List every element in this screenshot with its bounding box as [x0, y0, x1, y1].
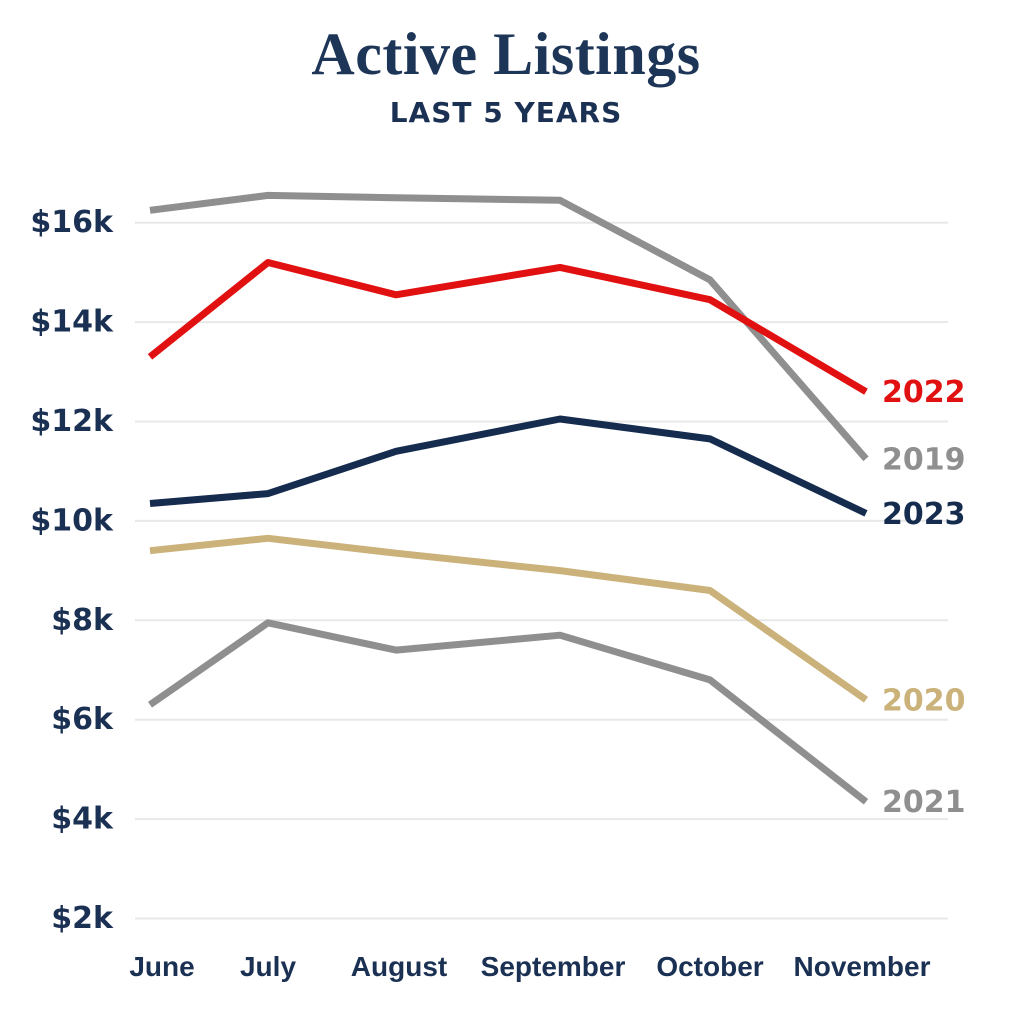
x-tick-label-june: June — [129, 951, 194, 982]
x-tick-label-november: November — [794, 951, 931, 982]
y-tick-label: $10k — [30, 503, 114, 538]
chart-subtitle: LAST 5 YEARS — [389, 96, 623, 129]
y-tick-label: $6k — [51, 702, 114, 737]
series-end-label-2021: 2021 — [882, 785, 966, 820]
series-end-label-2022: 2022 — [882, 375, 966, 410]
y-tick-label: $2k — [51, 901, 114, 936]
series-line-2020 — [149, 534, 869, 703]
y-tick-label: $4k — [51, 802, 114, 837]
series-line-2023 — [149, 415, 868, 517]
x-tick-label-july: July — [240, 951, 296, 982]
series-end-label-2019: 2019 — [882, 442, 966, 477]
series-line-2022 — [147, 259, 868, 395]
series-end-label-2023: 2023 — [882, 497, 966, 532]
series-end-labels: 2019 2022 2023 2020 2021 — [882, 375, 966, 820]
x-tick-label-october: October — [656, 951, 763, 982]
series-line-2019 — [149, 191, 869, 462]
series-lines — [147, 191, 869, 805]
y-tick-label: $8k — [51, 603, 114, 638]
chart-title: Active Listings — [311, 21, 701, 87]
y-tick-label: $16k — [30, 205, 114, 240]
x-tick-label-september: September — [481, 951, 626, 982]
x-tick-label-august: August — [351, 951, 447, 982]
x-axis-labels: June July August September October November — [129, 951, 930, 982]
y-tick-label: $14k — [30, 305, 114, 340]
series-line-2021 — [148, 619, 869, 805]
y-axis-labels: $16k $14k $12k $10k $8k $6k $4k $2k — [30, 205, 114, 936]
series-end-label-2020: 2020 — [882, 683, 966, 718]
chart-header: Active Listings LAST 5 YEARS — [0, 18, 1012, 129]
y-tick-label: $12k — [30, 404, 114, 439]
